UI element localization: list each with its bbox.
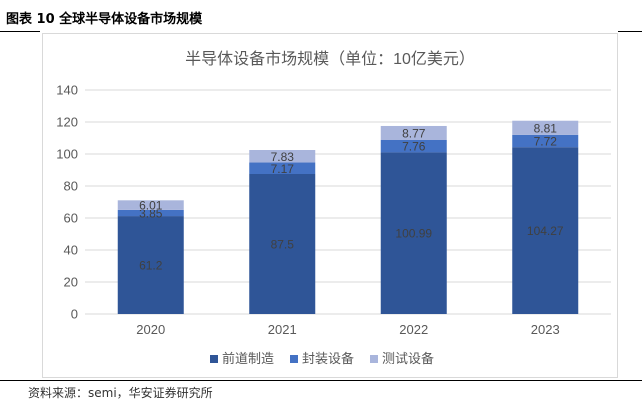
y-tick-label: 20 — [64, 275, 78, 290]
data-label: 3.85 — [139, 207, 163, 221]
data-label: 87.5 — [271, 238, 295, 252]
stacked-bar-chart: 半导体设备市场规模（单位：10亿美元） 0 20 40 60 80 100 120 140 6… — [56, 50, 611, 366]
chart-title: 半导体设备市场规模（单位：10亿美元） — [185, 50, 475, 68]
data-label: 6.01 — [139, 199, 163, 213]
chart-panel: 半导体设备市场规模（单位：10亿美元） 0 20 40 60 80 100 120 140 6… — [42, 33, 618, 378]
legend-swatch — [370, 355, 378, 363]
y-tick-label: 80 — [64, 179, 78, 194]
bar-segment — [512, 120, 579, 135]
y-tick-label: 120 — [56, 115, 78, 130]
data-label: 7.72 — [534, 134, 558, 148]
legend-label: 测试设备 — [382, 351, 434, 366]
data-label: 8.77 — [402, 126, 426, 140]
data-label: 7.76 — [402, 140, 426, 154]
bar-segment — [249, 162, 316, 174]
bar-segment — [380, 140, 447, 153]
bar-segment — [380, 152, 447, 314]
figure-caption: 图表 10 全球半导体设备市场规模 — [6, 12, 203, 27]
x-tick-label: 2021 — [268, 322, 297, 337]
bars: 61.2 3.856.01 87.5 7.177.83 100.99 7.768.77 10… — [117, 120, 579, 314]
bar-segment — [380, 125, 447, 140]
bar-segment — [117, 200, 184, 210]
legend: 前道制造 封装设备 测试设备 — [210, 351, 434, 366]
data-label: 104.27 — [527, 224, 564, 238]
caption-rule-left — [0, 31, 40, 32]
bar-segment — [249, 150, 316, 163]
data-label: 7.83 — [271, 150, 295, 164]
x-tick-label: 2022 — [399, 322, 428, 337]
x-axis: 2020 2021 2022 2023 — [136, 322, 559, 337]
bar-segment — [249, 174, 316, 314]
y-tick-label: 100 — [56, 147, 78, 162]
x-tick-label: 2023 — [531, 322, 560, 337]
source-rule — [0, 380, 642, 381]
y-tick-label: 40 — [64, 243, 78, 258]
bar-segment — [512, 134, 579, 148]
legend-label: 封装设备 — [302, 351, 354, 366]
y-tick-label: 0 — [71, 307, 78, 322]
x-tick-label: 2020 — [136, 322, 165, 337]
source-note: 资料来源：semi，华安证券研究所 — [28, 386, 213, 400]
y-axis: 0 20 40 60 80 100 120 140 — [56, 83, 78, 322]
data-label: 8.81 — [534, 121, 558, 135]
data-label: 100.99 — [395, 227, 432, 241]
legend-label: 前道制造 — [222, 351, 274, 366]
bar-segment — [117, 209, 184, 217]
y-tick-label: 140 — [56, 83, 78, 98]
data-label: 7.17 — [271, 162, 295, 176]
data-label: 61.2 — [139, 259, 163, 273]
legend-swatch — [290, 355, 298, 363]
bar-segment — [512, 147, 579, 314]
y-tick-label: 60 — [64, 211, 78, 226]
legend-swatch — [210, 355, 218, 363]
caption-rule-right — [618, 31, 642, 32]
bar-segment — [117, 216, 184, 314]
